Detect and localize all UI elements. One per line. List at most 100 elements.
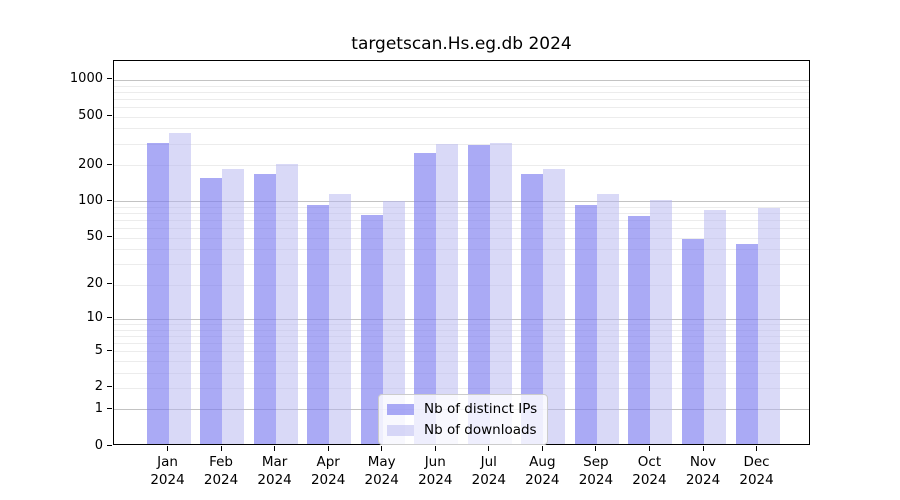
x-axis-label-jun: Jun 2024 <box>418 454 453 488</box>
x-axis-label-mar: Mar 2024 <box>257 454 292 488</box>
plot-area: Nb of distinct IPs Nb of downloads <box>113 60 810 445</box>
x-axis-label-jul: Jul 2024 <box>471 454 506 488</box>
y-tick-500 <box>107 115 112 117</box>
gridline-200 <box>114 165 809 166</box>
y-axis-label-20: 20 <box>86 276 103 292</box>
y-axis-label-50: 50 <box>86 229 103 245</box>
bar-nov-downloads <box>704 209 726 444</box>
y-tick-5 <box>107 349 112 351</box>
bar-dec-downloads <box>757 208 780 444</box>
x-tick-jun <box>434 446 436 451</box>
gridline-90 <box>114 206 809 208</box>
gridline-500 <box>114 116 809 118</box>
y-axis-label-1: 1 <box>94 400 103 416</box>
bar-jan-distinct-ips <box>146 143 169 444</box>
bar-apr-downloads <box>329 193 352 444</box>
gridline-9 <box>114 324 809 325</box>
bar-nov-distinct-ips <box>682 238 704 444</box>
y-tick-2 <box>107 386 112 388</box>
gridline-70 <box>114 220 809 222</box>
gridline-900 <box>114 85 809 87</box>
gridline-20 <box>114 284 809 286</box>
bar-feb-downloads <box>222 169 245 444</box>
y-axis-label-100: 100 <box>78 192 103 208</box>
y-tick-50 <box>107 236 112 238</box>
x-tick-apr <box>327 446 329 451</box>
gridline-40 <box>114 249 809 251</box>
bar-oct-distinct-ips <box>628 216 651 444</box>
bar-mar-distinct-ips <box>253 173 276 444</box>
gridline-5 <box>114 351 809 353</box>
x-tick-nov <box>702 446 704 451</box>
bar-apr-distinct-ips <box>307 205 330 444</box>
gridline-300 <box>114 143 809 145</box>
bar-oct-downloads <box>650 199 673 444</box>
legend-item-downloads: Nb of downloads <box>387 422 537 438</box>
gridline-4 <box>114 360 809 362</box>
y-tick-0 <box>107 444 112 446</box>
y-axis-label-500: 500 <box>78 108 103 124</box>
x-axis-label-aug: Aug 2024 <box>525 454 560 488</box>
bar-aug-downloads <box>543 168 566 444</box>
gridline-7 <box>114 335 809 337</box>
gridline-6 <box>114 342 809 344</box>
bar-jul-distinct-ips <box>467 145 490 444</box>
y-axis-label-10: 10 <box>86 310 103 326</box>
bar-jan-downloads <box>168 133 191 444</box>
y-tick-20 <box>107 283 112 285</box>
y-tick-1 <box>107 407 112 409</box>
y-tick-200 <box>107 163 112 165</box>
gridline-3 <box>114 372 809 374</box>
x-axis-label-may: May 2024 <box>364 454 399 488</box>
gridline-80 <box>114 213 809 215</box>
y-tick-10 <box>107 317 112 319</box>
bar-sep-downloads <box>596 193 619 444</box>
y-axis-label-2: 2 <box>94 379 103 395</box>
gridline-8 <box>114 329 809 331</box>
distinct-ips-swatch-icon <box>387 403 414 415</box>
bar-mar-downloads <box>275 163 298 444</box>
legend: Nb of distinct IPs Nb of downloads <box>378 394 549 445</box>
x-tick-jan <box>167 446 168 451</box>
y-axis-label-200: 200 <box>78 156 103 172</box>
x-tick-jul <box>488 446 490 451</box>
bar-sep-distinct-ips <box>574 205 597 444</box>
gridline-600 <box>114 106 809 108</box>
bar-dec-distinct-ips <box>735 243 758 444</box>
gridline-30 <box>114 264 809 266</box>
bar-jun-downloads <box>436 144 459 444</box>
y-tick-100 <box>107 199 112 201</box>
chart-title: targetscan.Hs.eg.db 2024 <box>351 34 572 54</box>
legend-item-distinct-ips: Nb of distinct IPs <box>387 401 537 417</box>
bar-may-downloads <box>382 201 405 444</box>
x-axis-label-nov: Nov 2024 <box>685 454 721 488</box>
x-tick-dec <box>756 446 758 451</box>
x-tick-mar <box>274 446 276 451</box>
gridline-1000 <box>114 79 809 81</box>
x-axis-label-jan: Jan 2024 <box>150 454 185 488</box>
bar-jul-downloads <box>489 143 512 444</box>
x-tick-oct <box>648 446 650 451</box>
x-tick-feb <box>220 446 222 451</box>
x-tick-may <box>381 446 383 451</box>
x-axis-label-dec: Dec 2024 <box>739 454 774 488</box>
gridline-50 <box>114 237 809 239</box>
x-axis-label-oct: Oct 2024 <box>632 454 667 488</box>
gridline-800 <box>114 91 809 93</box>
x-tick-aug <box>541 446 543 451</box>
gridline-100 <box>114 201 809 203</box>
x-axis-label-apr: Apr 2024 <box>310 454 346 488</box>
bar-jun-distinct-ips <box>414 153 437 444</box>
legend-label-downloads: Nb of downloads <box>424 422 537 438</box>
y-axis-label-1000: 1000 <box>69 71 103 87</box>
downloads-swatch-icon <box>387 424 414 436</box>
x-tick-sep <box>595 446 597 451</box>
gridline-2 <box>114 387 809 389</box>
bar-may-distinct-ips <box>360 214 383 444</box>
gridline-60 <box>114 228 809 230</box>
gridline-700 <box>114 98 809 100</box>
bar-aug-distinct-ips <box>521 174 544 444</box>
legend-label-distinct-ips: Nb of distinct IPs <box>424 401 538 417</box>
x-axis-label-feb: Feb 2024 <box>203 454 239 488</box>
